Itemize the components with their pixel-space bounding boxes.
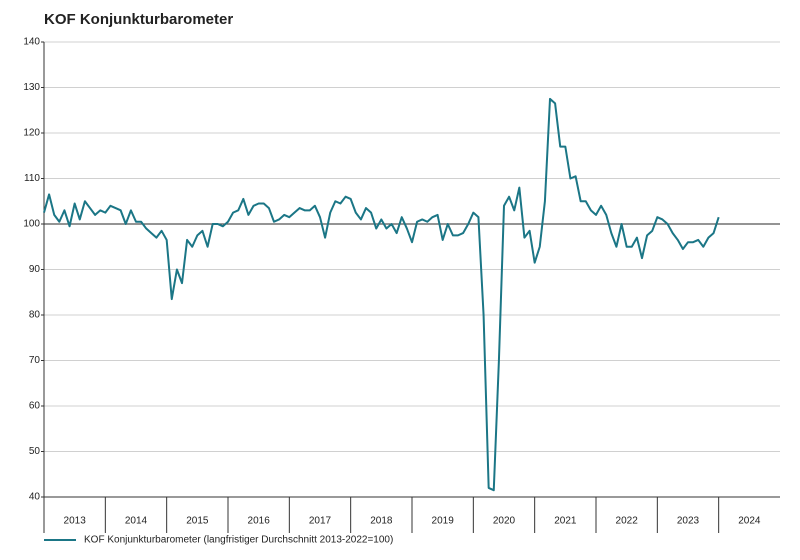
y-tick-label: 50 (29, 446, 41, 457)
y-tick-label: 140 (23, 37, 40, 48)
y-tick-label: 40 (29, 492, 41, 503)
x-tick-label: 2015 (186, 516, 209, 527)
legend-label: KOF Konjunkturbarometer (langfristiger D… (84, 535, 393, 546)
x-tick-label: 2013 (64, 516, 87, 527)
x-tick-label: 2018 (370, 516, 393, 527)
chart-title: KOF Konjunkturbarometer (44, 11, 233, 28)
x-tick-label: 2016 (248, 516, 271, 527)
y-tick-label: 60 (29, 401, 41, 412)
y-tick-label: 130 (23, 82, 40, 93)
x-tick-label: 2017 (309, 516, 332, 527)
y-tick-label: 90 (29, 264, 41, 275)
data-line (43, 97, 720, 492)
x-tick-label: 2024 (738, 516, 761, 527)
x-tick-label: 2023 (677, 516, 700, 527)
y-tick-label: 80 (29, 310, 41, 321)
y-tick-label: 100 (23, 219, 40, 230)
y-tick-label: 110 (24, 173, 40, 184)
x-tick-label: 2019 (432, 516, 455, 527)
x-tick-label: 2014 (125, 516, 148, 527)
y-tick-label: 70 (29, 355, 41, 366)
x-tick-label: 2022 (616, 516, 639, 527)
x-tick-label: 2021 (554, 516, 577, 527)
x-tick-label: 2020 (493, 516, 516, 527)
y-tick-label: 120 (23, 128, 40, 139)
